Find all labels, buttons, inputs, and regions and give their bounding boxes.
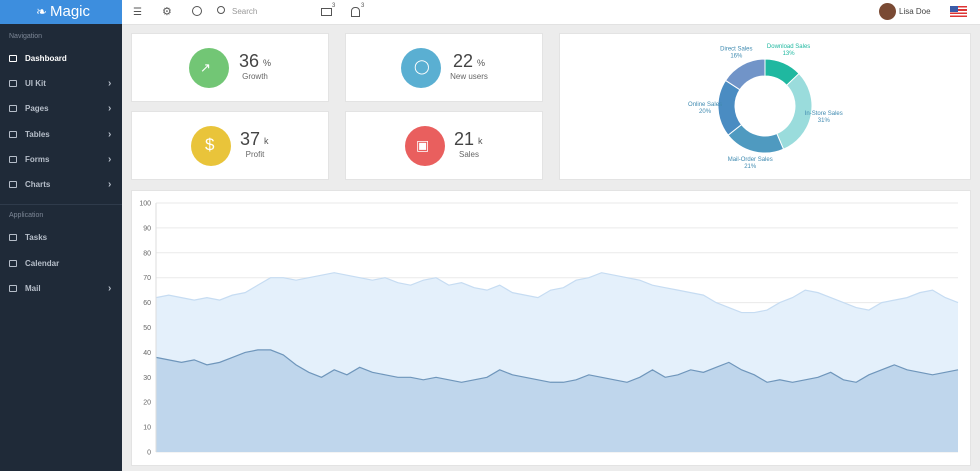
- stat-card: ▣ 21 k Sales: [345, 111, 543, 180]
- stat-icon: ◯: [401, 48, 441, 88]
- stat-unit: %: [263, 58, 272, 68]
- stat-value: 22: [453, 51, 474, 71]
- stat-value: 36: [239, 51, 260, 71]
- nav-label: Tables: [25, 130, 50, 139]
- stat-unit: k: [478, 136, 483, 146]
- nav-section-title: Application: [9, 212, 44, 219]
- search-icon: [217, 6, 225, 14]
- y-tick-label: 80: [143, 250, 151, 257]
- y-tick-label: 30: [143, 375, 151, 382]
- donut-label: Mail-Order Sales: [728, 157, 773, 163]
- donut-label: Download Sales: [767, 44, 810, 50]
- stat-card: ↗ 36 % Growth: [131, 33, 329, 102]
- language-flag[interactable]: [950, 6, 967, 17]
- stat-icon: $: [191, 126, 231, 166]
- stat-value: 21: [454, 129, 475, 149]
- y-tick-label: 90: [143, 225, 151, 232]
- stat-card: $ 37 k Profit: [131, 111, 329, 180]
- nav-label: Dashboard: [25, 54, 67, 63]
- nav-item[interactable]: Tasks: [0, 228, 122, 248]
- settings-button[interactable]: ⚙: [162, 6, 172, 18]
- donut-label: In-Store Sales: [805, 111, 843, 117]
- mail-button[interactable]: [321, 8, 332, 16]
- stat-icon: ↗: [189, 48, 229, 88]
- nav-label: Calendar: [25, 259, 60, 268]
- donut-value-label: 16%: [730, 53, 743, 59]
- nav-label: Tasks: [25, 233, 48, 242]
- stat-unit: k: [264, 136, 269, 146]
- donut-card: Download Sales 13% In-Store Sales 31% Mail-O…: [559, 33, 971, 180]
- avatar[interactable]: [879, 3, 896, 20]
- y-tick-label: 20: [143, 400, 151, 407]
- nav-item[interactable]: Dashboard: [0, 49, 122, 69]
- stat-label: Growth: [242, 72, 268, 81]
- nav-item[interactable]: Charts ›: [0, 175, 122, 195]
- stat-label: Sales: [458, 150, 479, 159]
- stat-value: 37: [240, 129, 261, 149]
- nav-item[interactable]: Tables ›: [0, 125, 122, 145]
- donut-value-label: 20%: [699, 109, 712, 115]
- nav-label: Charts: [25, 180, 51, 189]
- nav-item[interactable]: UI Kit ›: [0, 74, 122, 94]
- area-card: 0 10 20 30 40 50 60 70 80 90 100: [131, 190, 971, 466]
- sidebar: ❧ Magic Navigation Dashboard UI Kit › Pag…: [0, 0, 122, 471]
- topbar: ☰ ⚙ Search 3 3 Lisa Doe: [122, 0, 980, 25]
- stat-card: ◯ 22 % New users: [345, 33, 543, 102]
- notifications-button[interactable]: [351, 7, 360, 17]
- donut-label: Direct Sales: [720, 46, 752, 52]
- y-tick-label: 10: [143, 425, 151, 432]
- stat-unit: %: [477, 58, 486, 68]
- brand[interactable]: ❧ Magic: [0, 0, 122, 24]
- y-tick-label: 50: [143, 325, 151, 332]
- notification-badge: 3: [361, 3, 365, 9]
- nav-item[interactable]: Calendar: [0, 254, 122, 274]
- nav-item[interactable]: Pages ›: [0, 99, 122, 119]
- nav-label: Pages: [25, 104, 49, 113]
- y-tick-label: 60: [143, 300, 151, 307]
- y-tick-label: 70: [143, 275, 151, 282]
- area-chart: 0 10 20 30 40 50 60 70 80 90 100: [139, 201, 959, 457]
- nav-label: UI Kit: [25, 79, 46, 88]
- donut-slice: [724, 58, 766, 91]
- nav-section-title: Navigation: [9, 33, 43, 40]
- donut-value-label: 21%: [744, 164, 757, 170]
- brand-name: Magic: [50, 3, 91, 20]
- donut-label: Online Sales: [688, 102, 722, 108]
- nav-item[interactable]: Mail ›: [0, 279, 122, 299]
- menu-toggle[interactable]: ☰: [133, 7, 142, 18]
- theme-button[interactable]: [192, 6, 202, 16]
- area-fill: [156, 349, 958, 452]
- nav-label: Forms: [25, 155, 50, 164]
- search-input[interactable]: Search: [232, 7, 258, 16]
- area-line: [155, 349, 959, 383]
- mail-badge: 3: [332, 3, 336, 9]
- stat-label: Profit: [245, 150, 265, 159]
- nav-item[interactable]: Forms ›: [0, 150, 122, 170]
- user-name[interactable]: Lisa Doe: [899, 7, 931, 16]
- stat-label: New users: [450, 72, 488, 81]
- area-line: [155, 272, 959, 314]
- nav-label: Mail: [25, 284, 41, 293]
- divider: [0, 204, 122, 205]
- stat-icon: ▣: [405, 126, 445, 166]
- y-tick-label: 100: [139, 201, 151, 208]
- y-tick-label: 40: [143, 350, 151, 357]
- donut-value-label: 31%: [818, 118, 831, 124]
- donut-value-label: 13%: [783, 51, 796, 57]
- y-tick-label: 0: [147, 450, 151, 457]
